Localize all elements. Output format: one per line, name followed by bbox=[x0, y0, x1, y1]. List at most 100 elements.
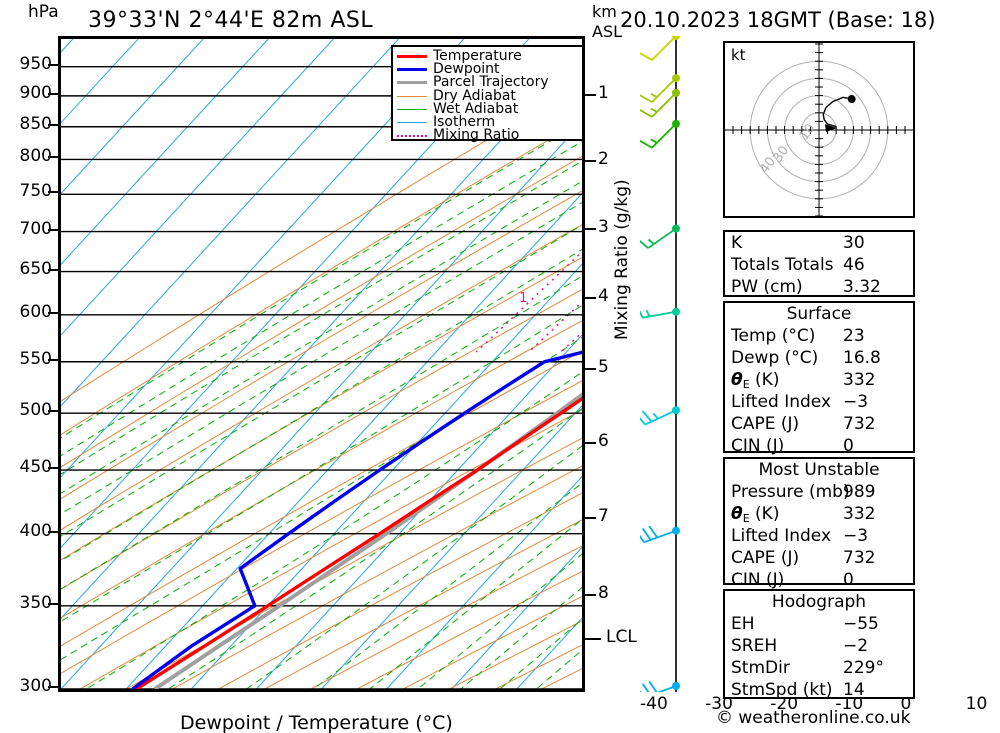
pressure-tick-mark bbox=[48, 191, 58, 194]
asl-unit-label: ASL bbox=[592, 22, 623, 41]
panel-row-key: CAPE (J) bbox=[731, 548, 800, 568]
altitude-tick-label: 3 bbox=[598, 216, 609, 237]
panel-row: PW (cm) 3.32 bbox=[725, 276, 913, 298]
legend-item-wet-adiabat: Wet Adiabat bbox=[397, 100, 582, 117]
pressure-tick-mark bbox=[48, 311, 58, 314]
pressure-tick-mark bbox=[48, 92, 58, 95]
pressure-tick-label: 650 bbox=[19, 258, 52, 279]
pressure-tick-mark bbox=[48, 63, 58, 66]
legend-swatch-icon bbox=[397, 108, 427, 110]
panel-row-key: Pressure (mb) bbox=[731, 482, 850, 502]
panel-row-value: 16.8 bbox=[843, 348, 881, 368]
panel-row: θE (K) 332 bbox=[725, 503, 913, 525]
wind-barb bbox=[640, 119, 680, 149]
panel-row-key: θE (K) bbox=[731, 370, 780, 391]
wind-barb-staff bbox=[651, 123, 677, 149]
wind-barb bbox=[640, 307, 680, 319]
panel-row-key: CIN (J) bbox=[731, 570, 785, 590]
hodograph-endpoint-marker bbox=[847, 95, 856, 104]
panel-row: StmDir 229° bbox=[725, 657, 913, 679]
panel-row-key: CAPE (J) bbox=[731, 414, 800, 434]
pressure-tick-label: 950 bbox=[19, 53, 52, 74]
wind-barb-half-feather bbox=[652, 412, 659, 420]
temperature-tick-label: -40 bbox=[640, 694, 668, 714]
panel-row-value: −3 bbox=[843, 526, 869, 546]
legend-label: Wet Adiabat bbox=[433, 100, 519, 117]
panel-row-value: −3 bbox=[843, 392, 869, 412]
altitude-tick-label: 1 bbox=[598, 82, 609, 103]
panel-row: CAPE (J) 732 bbox=[725, 413, 913, 435]
pressure-tick-label: 400 bbox=[19, 520, 52, 541]
mixing-ratio-labels: 1 bbox=[519, 291, 527, 306]
hodograph-ring-label: 10 bbox=[797, 121, 819, 143]
altitude-tick-mark bbox=[585, 441, 596, 444]
legend-item-parcel-trajectory: Parcel Trajectory bbox=[397, 75, 582, 89]
temperature-tick-label: 0 bbox=[900, 694, 912, 714]
temperature-curve bbox=[135, 396, 582, 689]
panel-row-value: 732 bbox=[843, 414, 876, 434]
panel-row: StmSpd (kt) 14 bbox=[725, 679, 913, 701]
wind-barb-full-feather bbox=[640, 109, 653, 118]
legend-item-dry-adiabat: Dry Adiabat bbox=[397, 87, 582, 104]
wind-barb-staff bbox=[644, 409, 677, 426]
storm-motion-marker bbox=[825, 124, 837, 132]
panel-heading: Surface bbox=[786, 304, 852, 324]
wind-barb-full-feather bbox=[641, 410, 653, 423]
wind-barb-staff bbox=[651, 92, 677, 118]
wind-barb-full-feather bbox=[640, 690, 642, 692]
panel-row: Dewp (°C) 16.8 bbox=[725, 347, 913, 369]
dewpoint-curve bbox=[131, 350, 582, 689]
altitude-tick-label: 2 bbox=[598, 148, 609, 169]
legend-label: Dry Adiabat bbox=[433, 87, 516, 104]
legend-swatch-icon bbox=[397, 68, 427, 72]
panel-row-key: CIN (J) bbox=[731, 436, 785, 456]
legend-swatch-icon bbox=[397, 95, 427, 97]
wind-barb-full-feather bbox=[640, 94, 653, 103]
mixing-ratio-lines bbox=[475, 250, 582, 353]
pressure-unit-label: hPa bbox=[28, 2, 59, 22]
pressure-tick-label: 500 bbox=[19, 400, 52, 421]
wind-barb-staff bbox=[651, 36, 677, 61]
wind-barb-full-feather bbox=[641, 527, 652, 541]
hodograph-stats-panel: Hodograph EH −55 SREH −2 StmDir 229° StmSpd (kt… bbox=[723, 589, 915, 701]
panel-row-key: Dewp (°C) bbox=[731, 348, 819, 368]
wind-barb bbox=[640, 224, 680, 249]
station-title: 39°33'N 2°44'E 82m ASL bbox=[88, 8, 374, 33]
pressure-tick-label: 450 bbox=[19, 457, 52, 478]
wind-barb-full-feather bbox=[640, 52, 653, 61]
wind-barb bbox=[640, 406, 680, 426]
panel-row-value: 46 bbox=[843, 255, 865, 275]
legend-label: Dewpoint bbox=[433, 61, 500, 78]
altitude-tick-label: 8 bbox=[598, 582, 609, 603]
panel-row: K 30 bbox=[725, 232, 913, 254]
mixing-ratio-axis-title: Mixing Ratio (g/kg) bbox=[612, 179, 632, 340]
altitude-tick-label: 7 bbox=[598, 505, 609, 526]
legend-label: Mixing Ratio bbox=[433, 127, 520, 144]
legend-item-isotherm: Isotherm bbox=[397, 115, 582, 129]
panel-row-value: 229° bbox=[843, 658, 884, 678]
wind-barb-staff bbox=[656, 685, 677, 692]
panel-row-value: 0 bbox=[843, 436, 854, 456]
panel-row: CIN (J) 0 bbox=[725, 435, 913, 457]
pressure-tick-label: 550 bbox=[19, 348, 52, 369]
altitude-tick-mark bbox=[585, 227, 596, 230]
panel-row-value: 989 bbox=[843, 482, 876, 502]
pressure-tick-mark bbox=[48, 410, 58, 413]
most-unstable-panel: Most Unstable Pressure (mb) 989 θE (K) 332 Li… bbox=[723, 457, 915, 590]
panel-row: SREH −2 bbox=[725, 635, 913, 657]
panel-row-key: Temp (°C) bbox=[731, 326, 816, 346]
altitude-tick-mark bbox=[585, 516, 596, 519]
legend-swatch-icon bbox=[397, 55, 427, 59]
pressure-tick-label: 300 bbox=[19, 676, 52, 696]
panel-row: EH −55 bbox=[725, 613, 913, 635]
isotherm-lines bbox=[61, 39, 582, 689]
altitude-tick-mark bbox=[585, 593, 596, 596]
panel-row: Lifted Index −3 bbox=[725, 525, 913, 547]
wind-barb bbox=[640, 74, 680, 103]
pressure-tick-label: 800 bbox=[19, 146, 52, 167]
wind-barb-staff bbox=[643, 529, 677, 544]
wind-barb-full-feather bbox=[640, 534, 645, 543]
legend-item-temperature: Temperature bbox=[397, 49, 582, 63]
wind-barb-column bbox=[640, 36, 680, 692]
